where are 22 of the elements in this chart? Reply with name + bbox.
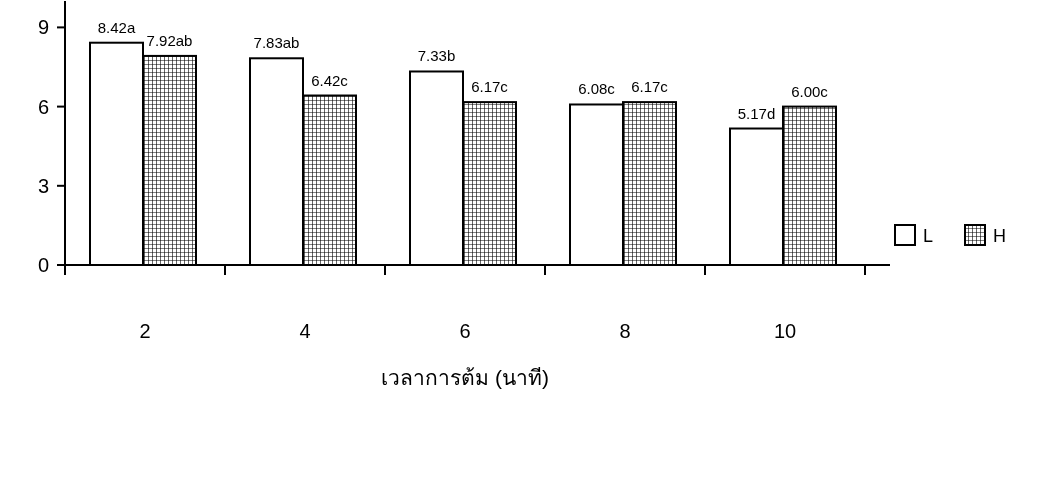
data-label: 6.42c — [311, 71, 349, 89]
legend-label: L — [923, 226, 934, 246]
data-label: 7.83ab — [253, 34, 300, 52]
data-label: 6.17c — [471, 78, 509, 96]
y-tick-label: 9 — [37, 16, 49, 39]
x-tick-label: 10 — [773, 320, 797, 342]
data-label: 6.00c — [791, 82, 829, 100]
x-tick-label: 6 — [459, 320, 471, 342]
x-tick-label: 8 — [619, 320, 631, 342]
x-tick-label: 2 — [139, 320, 151, 342]
data-label: 7.33b — [417, 47, 456, 65]
legend-label: H — [993, 226, 1006, 246]
x-axis-title: เวลาการต้ม (นาที) — [381, 366, 549, 389]
y-tick-label: 0 — [37, 254, 49, 276]
data-label: 6.08c — [578, 80, 616, 98]
y-tick-label: 3 — [37, 174, 49, 197]
data-label: 7.92ab — [146, 31, 193, 49]
data-label: 5.17d — [737, 104, 776, 122]
x-tick-label: 4 — [299, 320, 311, 342]
data-label: 6.17c — [631, 78, 669, 96]
y-tick-label: 6 — [37, 95, 49, 118]
data-label: 8.42a — [97, 18, 136, 36]
